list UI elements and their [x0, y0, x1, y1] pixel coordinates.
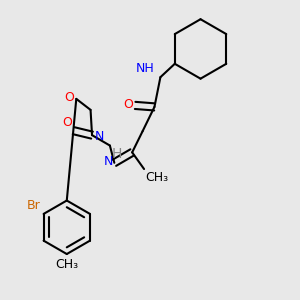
Text: CH₃: CH₃: [55, 259, 78, 272]
Text: N: N: [103, 155, 113, 168]
Text: O: O: [62, 116, 72, 129]
Text: O: O: [123, 98, 133, 111]
Text: CH₃: CH₃: [146, 170, 169, 184]
Text: NH: NH: [136, 62, 154, 75]
Text: O: O: [64, 92, 74, 104]
Text: H: H: [111, 147, 122, 161]
Text: Br: Br: [27, 200, 40, 212]
Text: N: N: [95, 130, 104, 143]
